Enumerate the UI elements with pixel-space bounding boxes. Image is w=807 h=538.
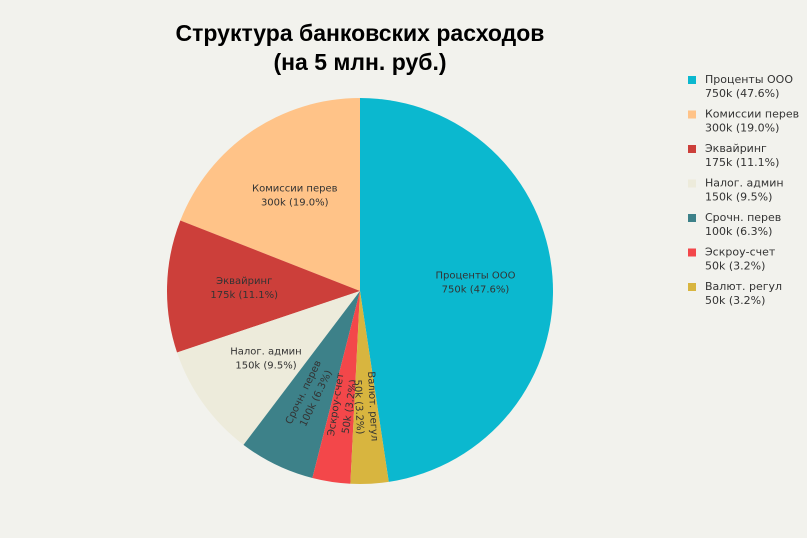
slice-value-label: 175k (11.1%) bbox=[210, 290, 278, 301]
slice-value-label: 50k (3.2%) bbox=[351, 379, 365, 434]
legend-swatch bbox=[688, 110, 696, 119]
legend-swatch bbox=[688, 248, 696, 257]
chart-subtitle: (на 5 млн. руб.) bbox=[273, 49, 446, 75]
slice-label: Проценты ООО bbox=[435, 270, 515, 281]
legend-label: Эскроу-счет bbox=[705, 246, 776, 259]
pie-slice bbox=[350, 291, 389, 484]
legend-label: Налог. админ bbox=[705, 177, 784, 190]
pie-slice bbox=[243, 291, 360, 479]
legend-label: Эквайринг bbox=[705, 142, 767, 155]
legend-value: 175k (11.1%) bbox=[705, 156, 779, 169]
legend-value: 50k (3.2%) bbox=[705, 260, 765, 273]
slice-label: Комиссии перев bbox=[252, 183, 338, 194]
slice-label: Валют. регул bbox=[365, 371, 379, 442]
slice-value-label: 150k (9.5%) bbox=[235, 361, 296, 372]
legend-swatch bbox=[688, 76, 696, 84]
legend-label: Проценты ООО bbox=[705, 73, 793, 86]
legend-value: 100k (6.3%) bbox=[705, 225, 772, 238]
slice-label: Налог. админ bbox=[230, 347, 301, 358]
pie-slice bbox=[177, 291, 360, 445]
legend-swatch bbox=[688, 283, 696, 291]
pie-slice bbox=[167, 220, 360, 353]
pie-slice bbox=[180, 98, 360, 291]
chart-title: Структура банковских расходов bbox=[176, 20, 545, 46]
slice-value-label: 300k (19.0%) bbox=[261, 197, 329, 208]
legend-label: Комиссии перев bbox=[705, 108, 799, 121]
pie-slice bbox=[360, 98, 553, 482]
legend-label: Валют. регул bbox=[705, 280, 782, 293]
legend-swatch bbox=[688, 145, 696, 153]
legend-value: 50k (3.2%) bbox=[705, 294, 765, 307]
slice-label: Эквайринг bbox=[216, 276, 272, 287]
pie-slice bbox=[312, 291, 360, 484]
legend-swatch bbox=[688, 214, 696, 222]
legend-value: 750k (47.6%) bbox=[705, 87, 779, 100]
slice-value-label: 750k (47.6%) bbox=[442, 284, 510, 295]
legend-label: Срочн. перев bbox=[705, 211, 781, 224]
legend-value: 150k (9.5%) bbox=[705, 191, 772, 204]
legend-value: 300k (19.0%) bbox=[705, 122, 779, 135]
legend-swatch bbox=[688, 179, 696, 188]
